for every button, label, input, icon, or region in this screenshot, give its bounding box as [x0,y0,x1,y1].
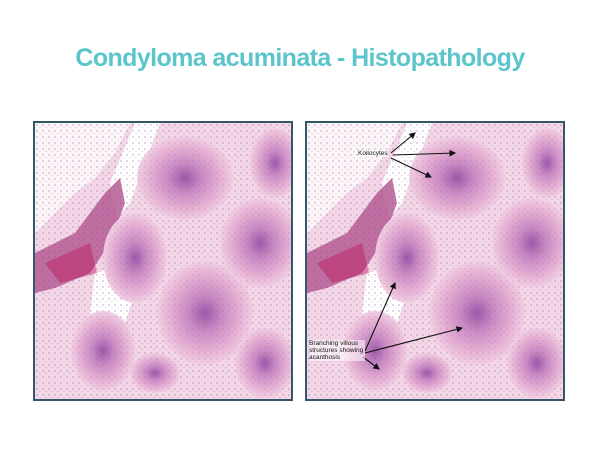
slide-title: Condyloma acuminata - Histopathology [75,44,525,72]
koilocytes-label: Koilocytes [358,150,388,157]
micrograph-left [33,121,293,401]
micrograph-right: Koilocytes Branching villous structures … [305,121,565,401]
branching-villous-label: Branching villous structures showing aca… [309,340,365,361]
micrograph-left-image [35,123,291,399]
